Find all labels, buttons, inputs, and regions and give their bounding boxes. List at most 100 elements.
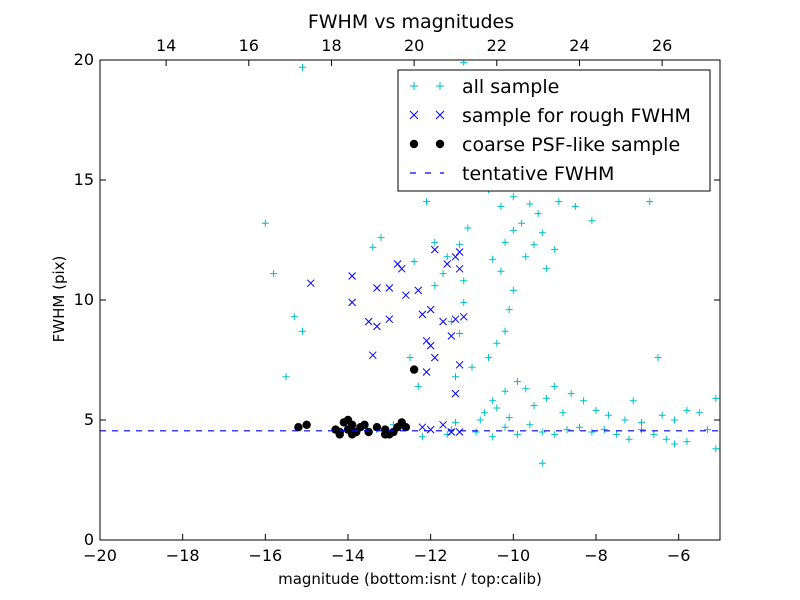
data-point — [451, 389, 460, 398]
legend-entry: coarse PSF-like sample — [409, 134, 680, 156]
data-point — [299, 63, 307, 71]
legend-marker — [435, 110, 445, 120]
data-point — [526, 200, 534, 208]
data-point — [261, 219, 269, 227]
x-tick-label: −20 — [83, 546, 117, 565]
data-point — [455, 360, 464, 369]
data-point — [505, 306, 513, 314]
data-point — [299, 327, 307, 335]
data-point — [431, 282, 439, 290]
data-point — [439, 420, 447, 429]
data-point — [493, 339, 501, 347]
x-tick-label: −14 — [331, 546, 365, 565]
data-point — [426, 305, 435, 314]
data-point — [451, 315, 460, 324]
data-point — [658, 411, 666, 419]
data-point — [501, 387, 509, 395]
data-point — [518, 219, 526, 227]
legend-label: coarse PSF-like sample — [462, 134, 680, 156]
data-point — [509, 286, 517, 294]
data-point — [671, 440, 679, 448]
legend-entry: tentative FWHM — [410, 163, 614, 185]
top-tick-label: 26 — [652, 36, 672, 55]
data-point — [662, 435, 670, 443]
data-point — [456, 241, 464, 249]
legend-label: tentative FWHM — [462, 163, 614, 185]
legend-entry: sample for rough FWHM — [409, 105, 691, 127]
data-point — [373, 322, 381, 331]
legend-marker — [409, 139, 419, 149]
data-point — [282, 373, 290, 381]
data-point — [695, 409, 703, 417]
legend-marker — [436, 82, 444, 90]
legend: all sample sample for rough FWHM coarse PS… — [397, 69, 711, 192]
chart-title: FWHM vs magnitudes — [308, 11, 514, 33]
data-point — [604, 411, 612, 419]
data-point — [464, 224, 472, 232]
data-point — [588, 428, 596, 436]
data-point — [621, 416, 629, 424]
data-point — [418, 310, 427, 319]
data-point — [426, 341, 435, 350]
data-point — [401, 423, 411, 432]
top-tick-label: 20 — [404, 36, 424, 55]
data-point — [459, 312, 468, 321]
data-point — [637, 426, 645, 434]
data-point — [430, 353, 439, 362]
data-point — [563, 426, 571, 434]
data-point — [526, 421, 534, 429]
data-point — [613, 430, 621, 438]
top-tick-label: 18 — [321, 36, 341, 55]
legend-entry: all sample — [410, 76, 559, 98]
data-point — [414, 382, 422, 390]
data-point — [335, 430, 344, 439]
data-point — [460, 277, 468, 285]
data-point — [683, 438, 691, 446]
y-tick-label: 10 — [74, 290, 94, 309]
data-point — [588, 217, 596, 225]
data-point — [443, 253, 451, 261]
legend-marker — [435, 139, 445, 149]
data-point — [455, 248, 464, 256]
series-sample-for-rough-fwhm — [306, 245, 468, 436]
data-point — [368, 351, 377, 360]
data-point — [485, 354, 493, 362]
data-point — [431, 238, 439, 246]
y-tick-label: 15 — [74, 170, 94, 189]
data-point — [423, 198, 431, 206]
data-point — [637, 418, 645, 426]
data-point — [571, 202, 579, 210]
data-point — [551, 246, 559, 254]
data-point — [472, 428, 480, 436]
data-point — [513, 430, 521, 438]
data-point — [373, 284, 381, 292]
data-point — [493, 404, 501, 412]
data-point — [522, 385, 530, 393]
data-point — [542, 265, 550, 273]
data-point — [364, 317, 373, 326]
data-point — [372, 423, 382, 432]
data-point — [306, 279, 315, 288]
data-point — [501, 423, 509, 431]
data-point — [704, 426, 712, 434]
axes: −20 −18 −16 −14 −12 −10 −8 −6 0 5 10 15 20 14 16 18 20 22… — [74, 36, 721, 565]
data-point — [409, 365, 419, 374]
data-point — [629, 397, 637, 405]
data-point — [414, 286, 423, 295]
data-point — [360, 420, 369, 429]
data-point — [534, 210, 542, 218]
data-point — [489, 433, 497, 441]
data-point — [270, 270, 278, 278]
data-point — [385, 315, 394, 324]
x-tick-label: −10 — [496, 546, 530, 565]
data-point — [439, 317, 447, 326]
data-point — [377, 234, 385, 242]
legend-marker — [409, 110, 419, 120]
data-point — [381, 430, 390, 439]
data-point — [538, 229, 546, 237]
data-point — [567, 390, 575, 398]
series-coarse-psf-like-sample — [294, 365, 419, 439]
data-point — [625, 435, 633, 443]
data-point — [439, 270, 447, 278]
